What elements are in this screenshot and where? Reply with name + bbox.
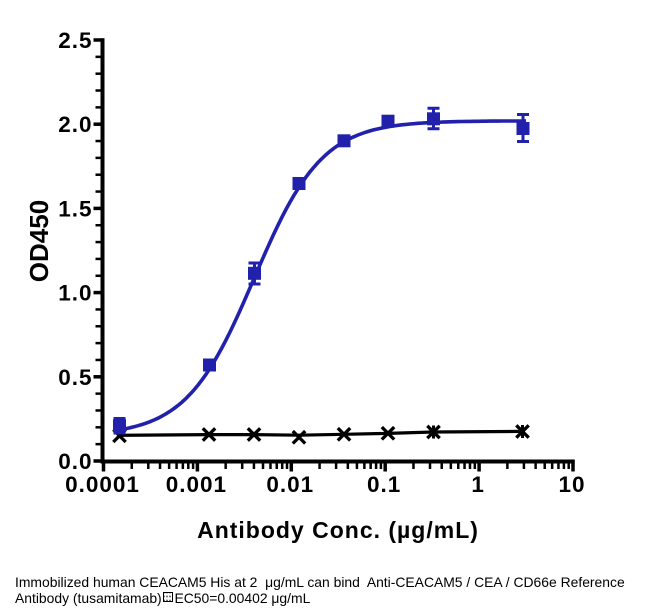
svg-text:2.5: 2.5: [58, 28, 92, 53]
svg-text:0.1: 0.1: [367, 472, 401, 497]
svg-text:1: 1: [471, 472, 485, 497]
svg-text:0.5: 0.5: [58, 365, 92, 390]
svg-text:0.0: 0.0: [58, 449, 92, 474]
svg-text:0.01: 0.01: [266, 472, 314, 497]
svg-text:OD450: OD450: [24, 200, 54, 282]
svg-text:1.0: 1.0: [58, 281, 92, 306]
svg-text:0.001: 0.001: [166, 472, 227, 497]
svg-text:2.0: 2.0: [58, 112, 92, 137]
svg-text:0.0001: 0.0001: [65, 472, 140, 497]
svg-text:1.5: 1.5: [58, 196, 92, 221]
svg-text:Antibody Conc. (µg/mL): Antibody Conc. (µg/mL): [197, 517, 479, 543]
svg-text:10: 10: [558, 472, 585, 497]
